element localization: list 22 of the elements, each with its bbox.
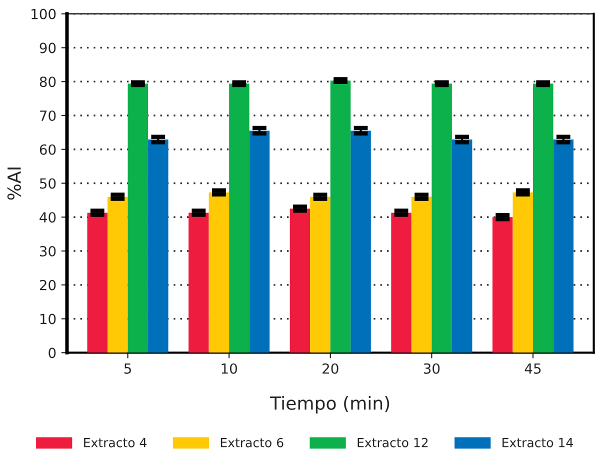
x-tick-label: 10: [222, 363, 237, 374]
y-tick-label: 70: [40, 110, 56, 121]
y-tick-label: 80: [40, 76, 56, 88]
y-tick-label: 100: [32, 8, 56, 20]
y-tick-label: 60: [40, 144, 56, 155]
y-axis-title: %AI: [7, 168, 22, 200]
y-tick-label: 10: [40, 314, 56, 324]
y-tick-label: 40: [40, 212, 56, 223]
x-tick-label: 5: [124, 364, 131, 374]
legend-label: Extracto 12: [358, 438, 428, 448]
x-tick-label: 45: [524, 364, 541, 374]
x-tick-label: 20: [322, 363, 338, 374]
y-tick-label: 90: [40, 42, 56, 54]
x-tick-label: 30: [424, 363, 440, 374]
legend-label: Extracto 6: [220, 438, 284, 448]
y-tick-label: 50: [40, 178, 56, 189]
x-axis-title: Tiempo (min): [270, 396, 390, 414]
y-tick-label: 0: [48, 348, 56, 358]
y-tick-label: 30: [40, 246, 56, 256]
y-tick-label: 20: [40, 280, 56, 290]
legend-label: Extracto 4: [84, 438, 146, 448]
legend-label: Extracto 14: [502, 438, 573, 448]
